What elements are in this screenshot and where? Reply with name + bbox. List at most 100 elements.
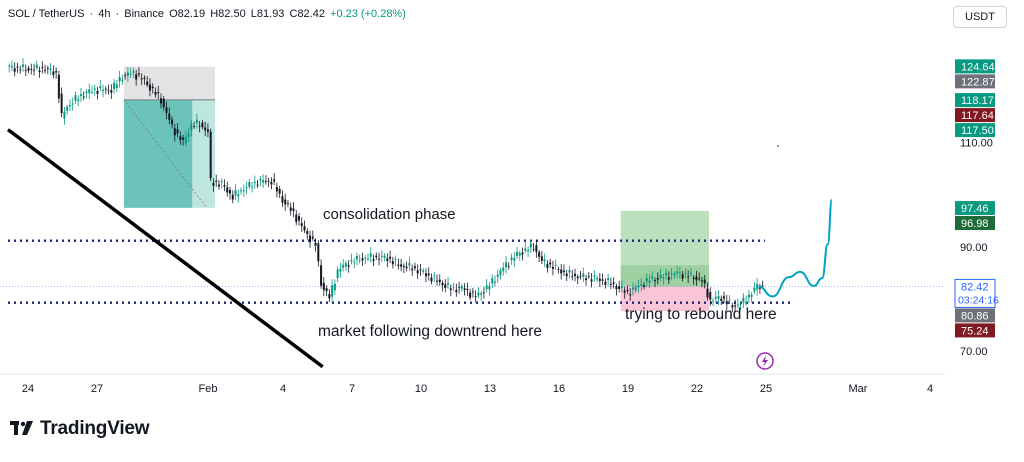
interval[interactable]: 4h xyxy=(98,8,111,20)
candle-body xyxy=(264,181,267,182)
price-label-text: 122.87 xyxy=(961,76,995,88)
price-label-box xyxy=(955,201,995,216)
candle-body xyxy=(543,259,546,261)
x-axis-tick-label: 7 xyxy=(349,383,355,395)
candle-body xyxy=(441,282,444,286)
annotation-text[interactable]: trying to rebound here xyxy=(625,306,777,323)
candle-body xyxy=(154,91,157,95)
short-position-stop-zone[interactable] xyxy=(123,66,215,100)
candle-body xyxy=(626,289,629,291)
candle-body xyxy=(424,273,427,277)
price-label-text: 97.46 xyxy=(961,203,989,215)
candle-body xyxy=(700,280,703,282)
candle-body xyxy=(656,277,659,280)
candle-body xyxy=(643,285,645,287)
projection-path[interactable] xyxy=(758,199,833,298)
candle-body xyxy=(750,294,753,297)
price-label-box xyxy=(955,108,995,123)
candle-body xyxy=(452,286,455,288)
candle-body xyxy=(477,292,480,296)
price-label-text: 96.98 xyxy=(961,218,989,230)
candle-body xyxy=(400,264,403,267)
annotation-text[interactable]: market following downtrend here xyxy=(318,323,542,340)
candle-body xyxy=(499,270,502,276)
candle-body xyxy=(286,202,289,204)
candle-body xyxy=(383,255,386,258)
candle-body xyxy=(171,119,174,125)
candle-body xyxy=(85,91,88,94)
short-position-progress-zone xyxy=(123,99,193,208)
candle-body xyxy=(538,252,541,257)
candle-body xyxy=(391,261,394,265)
candle-body xyxy=(193,126,196,127)
downtrend-line[interactable] xyxy=(6,128,324,369)
candle-body xyxy=(480,293,483,295)
tradingview-logo[interactable]: TradingView xyxy=(10,418,150,440)
candle-body xyxy=(471,291,474,293)
candle-body xyxy=(102,89,105,92)
lightning-icon[interactable] xyxy=(756,352,774,370)
candle-body xyxy=(57,74,60,99)
currency-button[interactable]: USDT xyxy=(953,6,1007,28)
candle-body xyxy=(433,275,436,277)
candle-body xyxy=(79,94,82,96)
candle-body xyxy=(678,272,681,274)
candle-body xyxy=(623,290,626,293)
candle-body xyxy=(179,136,182,141)
symbol-name[interactable]: SOL / TetherUS xyxy=(8,8,85,20)
candle-body xyxy=(256,184,259,186)
candle-body xyxy=(160,98,162,104)
lightning-icon-bolt xyxy=(762,355,768,367)
candle-body xyxy=(460,285,463,289)
candle-body xyxy=(524,248,527,251)
candle-body xyxy=(68,104,71,107)
candle-body xyxy=(129,73,132,75)
candle-body xyxy=(436,280,438,282)
candle-body xyxy=(240,190,243,192)
x-axis-tick-label: 19 xyxy=(622,383,634,395)
price-label-text: 118.17 xyxy=(961,95,994,107)
candle-body xyxy=(375,255,378,257)
candle-body xyxy=(77,99,80,102)
candle-body xyxy=(339,268,342,272)
candle-body xyxy=(135,74,138,80)
candle-body xyxy=(482,292,485,294)
annotation-text[interactable]: consolidation phase xyxy=(323,206,456,223)
candle-body xyxy=(665,272,668,276)
candle-body xyxy=(756,284,759,290)
candle-body xyxy=(706,288,709,298)
candle-body xyxy=(10,65,13,68)
candle-body xyxy=(731,305,734,308)
tradingview-logo-icon xyxy=(10,421,33,435)
price-label-box xyxy=(955,74,995,89)
candle-body xyxy=(55,71,58,73)
candle-body xyxy=(612,282,615,285)
candle-body xyxy=(331,285,334,297)
ohlc-low: L81.93 xyxy=(250,8,285,20)
candle-body xyxy=(574,273,576,276)
candle-body xyxy=(66,106,69,111)
candle-body xyxy=(587,276,590,277)
candle-body xyxy=(342,264,345,268)
candle-body xyxy=(447,283,450,285)
candle-body xyxy=(720,298,723,301)
candle-body xyxy=(554,264,557,266)
candle-body xyxy=(38,70,41,72)
countdown-text: 03:24:16 xyxy=(958,294,999,306)
candle-body xyxy=(88,89,91,94)
candle-body xyxy=(184,136,187,144)
candle-body xyxy=(284,199,287,205)
candle-body xyxy=(604,281,607,285)
candle-body xyxy=(723,296,726,299)
candle-body xyxy=(651,276,654,279)
candle-body xyxy=(389,256,392,259)
price-label-box xyxy=(955,123,995,138)
candle-body xyxy=(107,90,110,92)
candle-body xyxy=(513,258,516,261)
candle-body xyxy=(320,265,323,286)
candle-body xyxy=(491,278,494,284)
candle-body xyxy=(745,301,748,304)
candle-body xyxy=(411,268,414,271)
